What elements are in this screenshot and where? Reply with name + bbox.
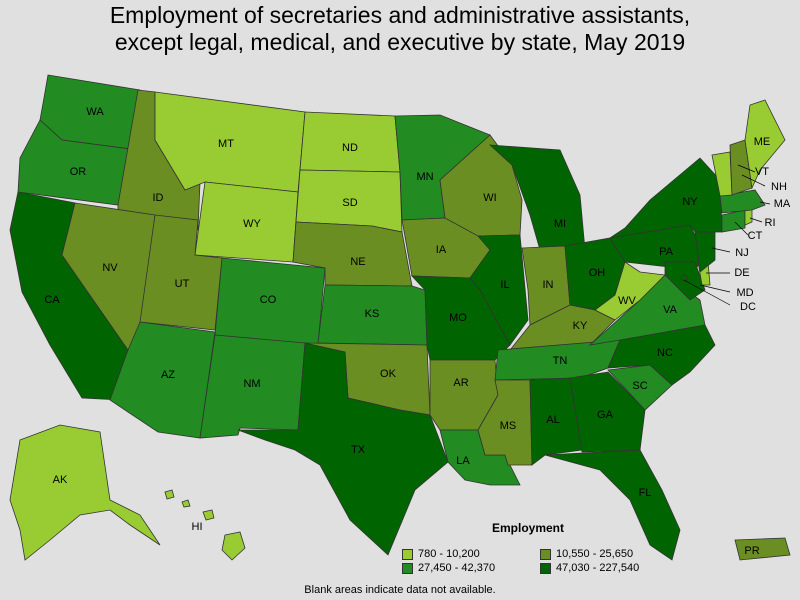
- label-MA: MA: [774, 198, 791, 210]
- label-SC: SC: [632, 380, 647, 392]
- label-NM: NM: [243, 378, 260, 390]
- footnote: Blank areas indicate data not available.: [304, 584, 496, 596]
- state-FL[interactable]: [544, 449, 681, 561]
- legend-item-2: 10,550 - 25,650: [540, 548, 633, 560]
- us-state-map: WA OR CA ID NV MT WY UT AZ CO NM ND SD N…: [9, 74, 791, 561]
- label-RI: RI: [765, 217, 776, 229]
- legend-item-4: 47,030 - 227,540: [540, 562, 639, 574]
- legend-swatch-1: [402, 548, 413, 560]
- label-NY: NY: [682, 196, 698, 208]
- state-IL[interactable]: [469, 234, 529, 346]
- state-DC[interactable]: [680, 274, 688, 282]
- label-CT: CT: [748, 230, 763, 242]
- label-AK: AK: [53, 474, 68, 486]
- label-NC: NC: [657, 347, 673, 359]
- state-RI[interactable]: [744, 209, 753, 226]
- label-MS: MS: [500, 420, 517, 432]
- label-DC: DC: [740, 301, 756, 313]
- state-TX[interactable]: [237, 342, 449, 556]
- legend-swatch-2: [540, 548, 551, 560]
- label-KY: KY: [573, 320, 588, 332]
- label-ID: ID: [153, 192, 164, 204]
- label-PA: PA: [659, 246, 674, 258]
- label-ND: ND: [342, 142, 358, 154]
- label-WV: WV: [618, 295, 636, 307]
- label-GA: GA: [597, 409, 614, 421]
- title-line-1: Employment of secretaries and administra…: [109, 2, 691, 28]
- label-IL: IL: [500, 279, 509, 291]
- label-WA: WA: [86, 106, 104, 118]
- label-AL: AL: [546, 414, 559, 426]
- state-HI[interactable]: [164, 489, 246, 561]
- state-PR[interactable]: [734, 537, 791, 561]
- map-title: Employment of secretaries and administra…: [0, 0, 800, 56]
- legend-label-3: 27,450 - 42,370: [418, 562, 496, 574]
- label-UT: UT: [175, 278, 190, 290]
- label-KS: KS: [365, 308, 380, 320]
- label-MO: MO: [449, 312, 467, 324]
- state-AK[interactable]: [9, 424, 161, 561]
- label-NE: NE: [350, 256, 365, 268]
- legend-swatch-4: [540, 562, 551, 574]
- label-MI: MI: [554, 218, 566, 230]
- label-FL: FL: [639, 487, 652, 499]
- label-VT: VT: [755, 166, 769, 178]
- legend-label-1: 780 - 10,200: [418, 548, 480, 560]
- label-AZ: AZ: [161, 369, 175, 381]
- label-CA: CA: [44, 294, 60, 306]
- label-IN: IN: [543, 279, 554, 291]
- label-AR: AR: [453, 377, 468, 389]
- title-line-2: except legal, medical, and executive by …: [114, 29, 686, 55]
- label-OR: OR: [70, 166, 87, 178]
- label-IA: IA: [436, 244, 447, 256]
- legend-label-2: 10,550 - 25,650: [556, 548, 634, 560]
- state-WV[interactable]: [594, 261, 666, 321]
- label-CO: CO: [260, 294, 277, 306]
- legend-title: Employment: [492, 521, 565, 535]
- legend-item-3: 27,450 - 42,370: [402, 562, 495, 574]
- label-NV: NV: [102, 262, 118, 274]
- label-SD: SD: [342, 197, 357, 209]
- label-OH: OH: [589, 267, 606, 279]
- label-TN: TN: [553, 355, 568, 367]
- label-WI: WI: [483, 192, 496, 204]
- label-LA: LA: [456, 455, 470, 467]
- state-WI[interactable]: [439, 134, 523, 237]
- label-VA: VA: [663, 304, 678, 316]
- label-NH: NH: [771, 181, 787, 193]
- legend-label-4: 47,030 - 227,540: [556, 562, 640, 574]
- label-PR: PR: [744, 545, 759, 557]
- label-NJ: NJ: [735, 247, 748, 259]
- state-MA[interactable]: [719, 189, 766, 214]
- label-OK: OK: [380, 368, 397, 380]
- label-TX: TX: [351, 444, 366, 456]
- label-WY: WY: [243, 218, 261, 230]
- label-MN: MN: [416, 171, 433, 183]
- label-MD: MD: [736, 287, 753, 299]
- label-DE: DE: [734, 267, 749, 279]
- state-ME[interactable]: [744, 99, 786, 190]
- state-AL[interactable]: [529, 377, 583, 466]
- legend-swatch-3: [402, 562, 413, 574]
- label-MT: MT: [218, 138, 234, 150]
- legend-item-1: 780 - 10,200: [402, 548, 480, 560]
- state-GA[interactable]: [569, 371, 646, 453]
- label-HI: HI: [192, 521, 203, 533]
- state-NY[interactable]: [609, 157, 723, 239]
- label-ME: ME: [754, 136, 771, 148]
